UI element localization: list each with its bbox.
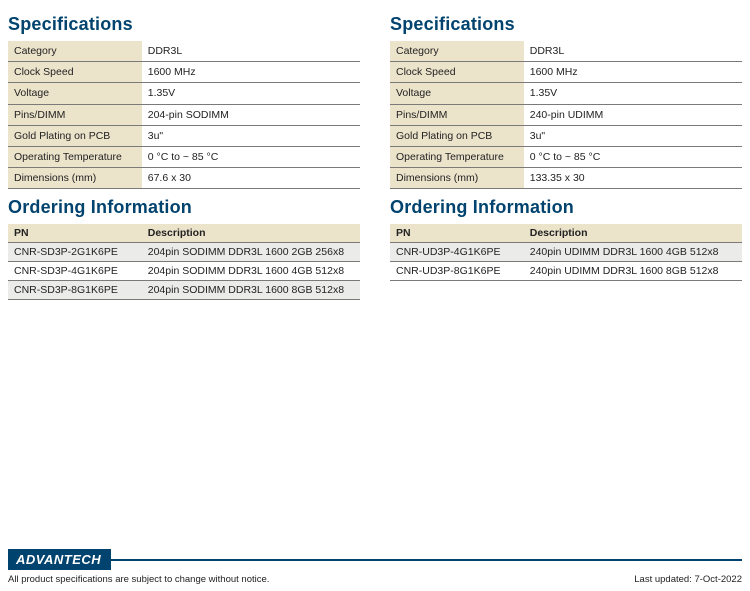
ordering-heading: Ordering Information xyxy=(8,197,360,218)
spec-val: 1600 MHz xyxy=(142,62,360,83)
col-header-pn: PN xyxy=(390,224,524,243)
footer-rule xyxy=(111,559,742,561)
table-row: CategoryDDR3L xyxy=(390,41,742,62)
spec-val: DDR3L xyxy=(524,41,742,62)
table-row: CNR-SD3P-2G1K6PE204pin SODIMM DDR3L 1600… xyxy=(8,243,360,262)
specifications-table: CategoryDDR3L Clock Speed1600 MHz Voltag… xyxy=(390,41,742,189)
spec-key: Category xyxy=(390,41,524,62)
table-row: Dimensions (mm)133.35 x 30 xyxy=(390,168,742,189)
spec-key: Pins/DIMM xyxy=(8,104,142,125)
order-pn: CNR-SD3P-4G1K6PE xyxy=(8,262,142,281)
specifications-table: CategoryDDR3L Clock Speed1600 MHz Voltag… xyxy=(8,41,360,189)
content-columns: Specifications CategoryDDR3L Clock Speed… xyxy=(0,0,750,300)
spec-val: DDR3L xyxy=(142,41,360,62)
spec-key: Dimensions (mm) xyxy=(8,168,142,189)
table-row: CategoryDDR3L xyxy=(8,41,360,62)
spec-key: Voltage xyxy=(8,83,142,104)
order-pn: CNR-SD3P-2G1K6PE xyxy=(8,243,142,262)
spec-val: 3u" xyxy=(142,125,360,146)
specifications-heading: Specifications xyxy=(8,14,360,35)
table-row: Clock Speed1600 MHz xyxy=(390,62,742,83)
right-column: Specifications CategoryDDR3L Clock Speed… xyxy=(390,6,742,300)
table-header-row: PN Description xyxy=(390,224,742,243)
table-row: CNR-UD3P-4G1K6PE240pin UDIMM DDR3L 1600 … xyxy=(390,243,742,262)
table-row: Pins/DIMM240-pin UDIMM xyxy=(390,104,742,125)
table-row: Voltage1.35V xyxy=(8,83,360,104)
table-header-row: PN Description xyxy=(8,224,360,243)
table-row: Clock Speed1600 MHz xyxy=(8,62,360,83)
order-desc: 204pin SODIMM DDR3L 1600 4GB 512x8 xyxy=(142,262,360,281)
ordering-heading: Ordering Information xyxy=(390,197,742,218)
ordering-table: PN Description CNR-SD3P-2G1K6PE204pin SO… xyxy=(8,224,360,300)
spec-val: 204-pin SODIMM xyxy=(142,104,360,125)
spec-key: Clock Speed xyxy=(390,62,524,83)
spec-key: Operating Temperature xyxy=(8,146,142,167)
table-row: CNR-SD3P-8G1K6PE204pin SODIMM DDR3L 1600… xyxy=(8,281,360,300)
spec-val: 3u" xyxy=(524,125,742,146)
table-row: Dimensions (mm)67.6 x 30 xyxy=(8,168,360,189)
order-desc: 204pin SODIMM DDR3L 1600 2GB 256x8 xyxy=(142,243,360,262)
spec-key: Dimensions (mm) xyxy=(390,168,524,189)
spec-val: 1.35V xyxy=(524,83,742,104)
spec-key: Gold Plating on PCB xyxy=(390,125,524,146)
spec-key: Clock Speed xyxy=(8,62,142,83)
table-row: Gold Plating on PCB3u" xyxy=(390,125,742,146)
table-row: Operating Temperature0 °C to ~ 85 °C xyxy=(390,146,742,167)
ordering-table: PN Description CNR-UD3P-4G1K6PE240pin UD… xyxy=(390,224,742,281)
page: Specifications CategoryDDR3L Clock Speed… xyxy=(0,0,750,591)
footer-text-row: All product specifications are subject t… xyxy=(8,570,742,585)
order-pn: CNR-UD3P-8G1K6PE xyxy=(390,262,524,281)
col-header-pn: PN xyxy=(8,224,142,243)
table-row: Pins/DIMM204-pin SODIMM xyxy=(8,104,360,125)
spec-val: 0 °C to ~ 85 °C xyxy=(142,146,360,167)
spec-key: Pins/DIMM xyxy=(390,104,524,125)
spec-val: 0 °C to ~ 85 °C xyxy=(524,146,742,167)
order-desc: 240pin UDIMM DDR3L 1600 8GB 512x8 xyxy=(524,262,742,281)
left-column: Specifications CategoryDDR3L Clock Speed… xyxy=(8,6,360,300)
order-pn: CNR-SD3P-8G1K6PE xyxy=(8,281,142,300)
spec-val: 67.6 x 30 xyxy=(142,168,360,189)
page-footer: ADVANTECH All product specifications are… xyxy=(0,549,750,591)
specifications-heading: Specifications xyxy=(390,14,742,35)
spec-val: 133.35 x 30 xyxy=(524,168,742,189)
table-row: Operating Temperature0 °C to ~ 85 °C xyxy=(8,146,360,167)
disclaimer-text: All product specifications are subject t… xyxy=(8,574,269,585)
spec-key: Voltage xyxy=(390,83,524,104)
spec-val: 1.35V xyxy=(142,83,360,104)
table-row: Voltage1.35V xyxy=(390,83,742,104)
order-desc: 240pin UDIMM DDR3L 1600 4GB 512x8 xyxy=(524,243,742,262)
spec-key: Gold Plating on PCB xyxy=(8,125,142,146)
last-updated-text: Last updated: 7-Oct-2022 xyxy=(634,574,742,585)
brand-logo: ADVANTECH xyxy=(8,549,111,570)
footer-rule-row: ADVANTECH xyxy=(8,549,742,570)
col-header-desc: Description xyxy=(142,224,360,243)
order-pn: CNR-UD3P-4G1K6PE xyxy=(390,243,524,262)
spec-val: 240-pin UDIMM xyxy=(524,104,742,125)
table-row: CNR-SD3P-4G1K6PE204pin SODIMM DDR3L 1600… xyxy=(8,262,360,281)
spec-key: Operating Temperature xyxy=(390,146,524,167)
spec-key: Category xyxy=(8,41,142,62)
table-row: Gold Plating on PCB3u" xyxy=(8,125,360,146)
spec-val: 1600 MHz xyxy=(524,62,742,83)
order-desc: 204pin SODIMM DDR3L 1600 8GB 512x8 xyxy=(142,281,360,300)
table-row: CNR-UD3P-8G1K6PE240pin UDIMM DDR3L 1600 … xyxy=(390,262,742,281)
col-header-desc: Description xyxy=(524,224,742,243)
